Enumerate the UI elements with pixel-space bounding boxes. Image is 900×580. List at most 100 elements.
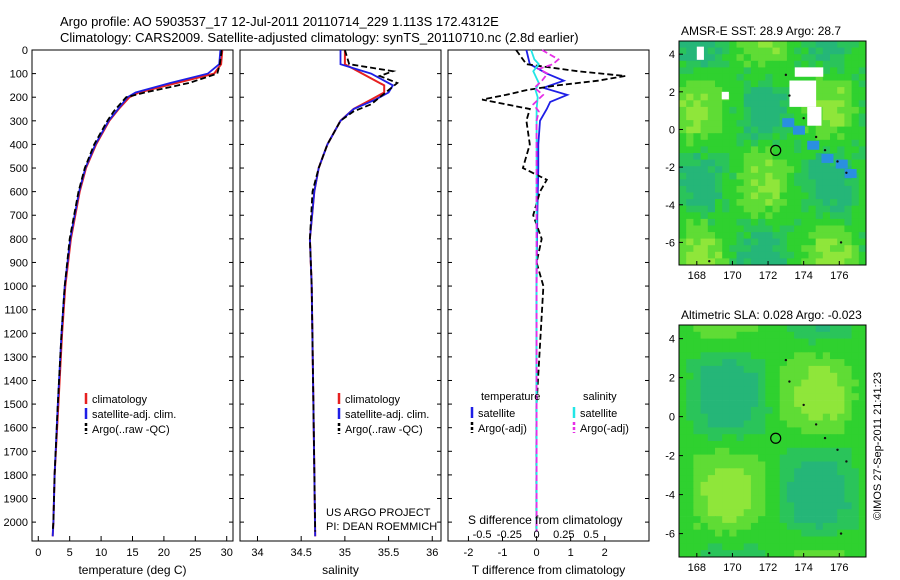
- map-cell: [693, 461, 701, 469]
- map-cell: [830, 488, 838, 496]
- y-tick-label: 1600: [4, 423, 28, 435]
- x-tick-label: 35.5: [378, 547, 399, 559]
- map-cell: [844, 365, 852, 374]
- map-cell: [715, 529, 723, 537]
- island-dot: [708, 260, 711, 263]
- map-cell: [830, 232, 838, 240]
- map-cell: [679, 93, 687, 101]
- map-cell: [686, 522, 694, 531]
- map-cell: [822, 338, 831, 346]
- map-cell: [822, 359, 831, 367]
- map-cell: [707, 529, 716, 537]
- map-cell: [844, 529, 852, 537]
- map-cell: [801, 488, 809, 496]
- map-cell: [772, 251, 781, 259]
- map-cell: [707, 100, 716, 108]
- map-cell: [707, 113, 716, 121]
- map-cell: [700, 365, 709, 374]
- map-cell: [693, 468, 701, 476]
- map-cell: [794, 488, 802, 496]
- map-cell: [758, 325, 766, 333]
- map-cell: [779, 166, 788, 174]
- map-cell: [700, 106, 709, 114]
- map-cell: [844, 126, 852, 134]
- map-cell: [750, 133, 759, 141]
- map-cell: [765, 146, 773, 154]
- map-cell: [765, 434, 773, 442]
- map-cell: [686, 100, 694, 108]
- map-cell: [830, 495, 838, 503]
- map-cell: [822, 232, 831, 240]
- map-cell: [686, 393, 694, 401]
- map-cell: [815, 522, 824, 531]
- map-cell: [815, 529, 824, 537]
- map-cell: [758, 352, 766, 360]
- map-cell: [686, 120, 694, 128]
- map-cell: [844, 325, 852, 333]
- map-cell: [750, 41, 759, 48]
- map-cell: [686, 80, 694, 88]
- map-cell: [707, 166, 716, 174]
- map-cell: [679, 87, 687, 95]
- map-cell: [700, 413, 709, 421]
- map-cell: [743, 550, 752, 558]
- map-cell: [794, 345, 802, 353]
- map-cell: [700, 67, 709, 75]
- map-cell: [693, 331, 701, 339]
- map-cell: [851, 516, 860, 524]
- map-cell: [772, 225, 781, 233]
- map-cell: [858, 218, 867, 226]
- map-cell: [750, 331, 759, 339]
- map-cell: [686, 218, 694, 226]
- map-cell: [830, 100, 838, 108]
- map-cell: [700, 238, 709, 246]
- map-cell: [822, 251, 831, 259]
- map-cell: [808, 495, 817, 503]
- map-cell: [844, 372, 852, 380]
- map-cell: [750, 225, 759, 233]
- map-cell: [801, 461, 809, 469]
- map-cell: [794, 379, 802, 387]
- map-cell: [794, 509, 802, 517]
- map-cell: [815, 365, 824, 374]
- map-cell: [794, 133, 802, 141]
- map-cell: [686, 54, 694, 62]
- map-cell: [786, 352, 795, 360]
- map-cell: [858, 481, 867, 490]
- map-cell: [722, 550, 730, 558]
- map-cell: [707, 338, 716, 346]
- map-cell: [794, 365, 802, 374]
- map-cell: [707, 461, 716, 469]
- map-cell: [707, 495, 716, 503]
- map-cell: [750, 126, 759, 134]
- map-cell: [758, 199, 766, 207]
- map-cell: [722, 232, 730, 240]
- map-cell: [772, 41, 781, 48]
- map-cell: [679, 420, 687, 428]
- map-cell: [729, 245, 737, 253]
- map-cell: [707, 454, 716, 462]
- map-cell: [837, 60, 845, 68]
- map-cell: [722, 245, 730, 253]
- map-cell: [844, 352, 852, 360]
- map-cell: [772, 372, 781, 380]
- map-cell: [830, 205, 838, 213]
- map-cell: [707, 550, 716, 558]
- map-cell: [815, 212, 824, 220]
- map-cell: [679, 447, 687, 455]
- map-cell: [736, 258, 745, 266]
- map-cell: [715, 93, 723, 101]
- map-cell: [750, 475, 759, 483]
- map-cell: [729, 434, 737, 442]
- map-cell: [830, 87, 838, 95]
- map-cell: [715, 468, 723, 476]
- map-cell: [815, 406, 824, 415]
- map-cell: [722, 126, 730, 134]
- island-dot: [836, 160, 839, 163]
- map-cell: [707, 379, 716, 387]
- map-cell: [765, 80, 773, 88]
- map-cell: [722, 475, 730, 483]
- map-cell: [736, 331, 745, 339]
- map-cell: [750, 481, 759, 490]
